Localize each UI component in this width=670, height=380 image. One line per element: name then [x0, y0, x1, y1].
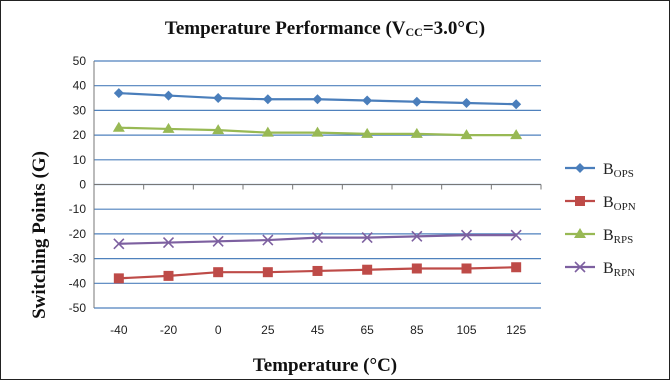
series-rpn	[113, 229, 522, 250]
data-point	[311, 126, 324, 137]
data-point	[312, 265, 323, 276]
series-line	[118, 234, 517, 245]
x-tick-label: 125	[506, 323, 526, 337]
y-tick-label: 10	[73, 153, 87, 167]
data-point	[212, 235, 224, 247]
data-point	[410, 127, 423, 138]
data-point	[213, 93, 224, 104]
y-tick-label: -40	[69, 276, 87, 290]
x-tick-label: 25	[261, 323, 275, 337]
data-point	[262, 94, 273, 105]
legend-label: BOPS	[603, 161, 634, 180]
y-tick-label: -20	[69, 227, 87, 241]
data-point	[461, 97, 472, 108]
data-point	[262, 234, 274, 246]
series-ops	[113, 88, 522, 110]
data-point	[361, 232, 373, 244]
x-tick-label: 105	[456, 323, 476, 337]
data-point	[262, 267, 273, 278]
data-point	[261, 126, 274, 137]
y-tick-label: -30	[69, 252, 87, 266]
legend-marker	[574, 228, 586, 238]
legend-marker	[575, 196, 585, 206]
data-point	[411, 96, 422, 107]
data-point	[311, 232, 324, 244]
data-point	[113, 88, 124, 99]
data-point	[213, 267, 224, 278]
data-point	[163, 270, 174, 281]
series-layer	[112, 88, 523, 284]
y-tick-label: -10	[69, 202, 87, 216]
x-tick-label: 0	[215, 323, 222, 337]
legend: BOPS BOPN BRPS BRPN	[565, 161, 636, 279]
data-point	[312, 94, 323, 105]
data-point	[411, 230, 423, 242]
y-axis-title: Switching Points (G)	[29, 151, 50, 319]
data-point	[212, 124, 225, 135]
data-point	[162, 236, 175, 249]
x-tick-label: -20	[160, 323, 178, 337]
data-point	[362, 95, 373, 106]
y-tick-label: 30	[73, 103, 87, 117]
data-point	[112, 121, 125, 132]
legend-item: BOPN	[565, 194, 636, 213]
data-point	[510, 229, 522, 241]
data-point	[411, 263, 422, 274]
chart-title: Temperature Performance (VCC=3.0°C)	[165, 18, 485, 39]
data-point	[163, 90, 174, 101]
x-tick-label: 45	[311, 323, 325, 337]
legend-item: BRPN	[565, 260, 635, 279]
y-tick-label: 40	[73, 79, 87, 93]
x-tick-label: 85	[410, 323, 424, 337]
data-point	[511, 262, 522, 273]
data-point	[510, 129, 523, 140]
legend-marker	[574, 261, 586, 273]
data-point	[162, 122, 175, 133]
data-point	[113, 238, 125, 250]
x-tick-label: -40	[110, 323, 128, 337]
x-axis-title: Temperature (°C)	[253, 355, 397, 376]
legend-label: BRPN	[603, 260, 635, 279]
x-tick-labels: -40 -20 0 25 45 65 85 105 125	[110, 323, 526, 337]
data-point	[361, 127, 374, 138]
data-point	[460, 129, 473, 140]
y-tick-label: -50	[69, 301, 87, 315]
legend-label: BRPS	[603, 227, 633, 246]
data-point	[362, 264, 373, 275]
series-opn	[113, 262, 522, 284]
legend-item: BRPS	[565, 227, 633, 246]
axes	[93, 61, 542, 308]
legend-marker	[575, 163, 585, 173]
x-tick-label: 65	[360, 323, 374, 337]
y-tick-labels: -50 -40 -30 -20 -10 0 10 20 30 40 50	[69, 54, 87, 315]
y-tick-label: 0	[79, 178, 86, 192]
series-rps	[112, 121, 523, 140]
legend-item: BOPS	[565, 161, 634, 180]
y-tick-label: 20	[73, 128, 87, 142]
data-point	[511, 99, 522, 110]
data-point	[113, 273, 124, 284]
y-tick-label: 50	[73, 54, 87, 68]
legend-label: BOPN	[603, 194, 636, 213]
data-point	[461, 263, 472, 274]
data-point	[460, 229, 473, 241]
